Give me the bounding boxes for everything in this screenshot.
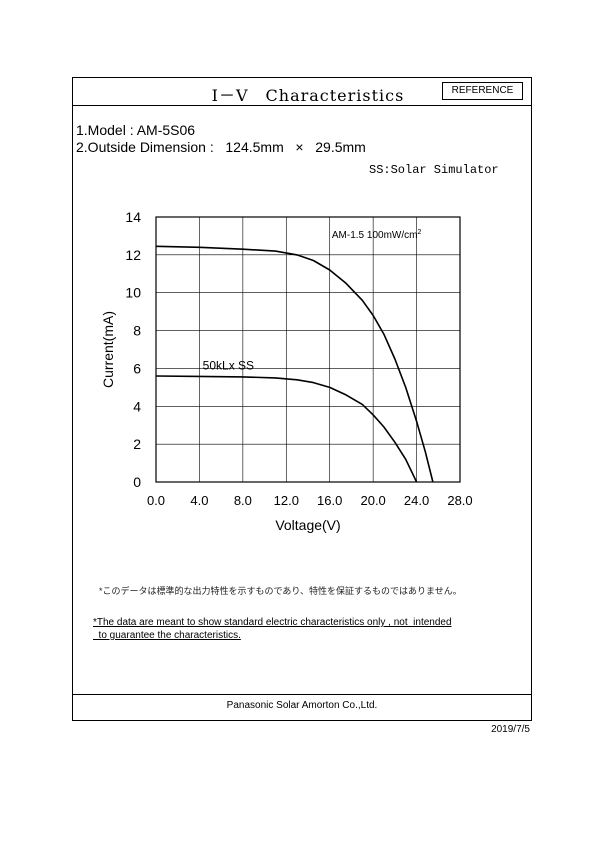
company-footer: Panasonic Solar Amorton Co.,Ltd. xyxy=(226,700,378,711)
solar-simulator-note: SS:Solar Simulator xyxy=(369,163,499,177)
y-tick-label: 4 xyxy=(133,398,141,414)
y-tick-label: 12 xyxy=(125,247,141,263)
iv-chart: 0.0 4.0 8.0 12.0 16.0 20.0 24.0 28.0 0 2 4 6 8 10 12 14… xyxy=(101,209,473,533)
x-tick-label: 24.0 xyxy=(404,493,429,508)
x-tick-label: 4.0 xyxy=(190,493,208,508)
english-disclaimer: *The data are meant to show standard ele… xyxy=(93,616,452,642)
chart-grid xyxy=(156,217,460,482)
series-layer xyxy=(155,245,434,483)
y-tick-label: 10 xyxy=(125,285,141,301)
dimension-spec: 2.Outside Dimension : 124.5mm × 29.5mm xyxy=(76,139,366,155)
series-line-50klx xyxy=(155,375,418,483)
y-tick-label: 6 xyxy=(133,360,141,376)
series-line-am15 xyxy=(155,245,434,483)
x-tick-label: 20.0 xyxy=(360,493,385,508)
y-tick-label: 0 xyxy=(133,474,141,490)
x-tick-label: 8.0 xyxy=(234,493,252,508)
x-tick-label: 0.0 xyxy=(147,493,165,508)
plot-frame xyxy=(155,216,461,483)
english-disclaimer-line2: to guarantee the characteristics. xyxy=(93,630,241,641)
japanese-disclaimer: *このデータは標準的な出力特性を示すものであり、特性を保証するものではありません… xyxy=(99,586,462,596)
x-axis-label: Voltage(V) xyxy=(275,517,340,533)
tick-labels: 0.0 4.0 8.0 12.0 16.0 20.0 24.0 28.0 0 2 4 6 8 10 12 14 xyxy=(125,209,472,508)
document-date: 2019/7/5 xyxy=(491,724,530,735)
series-label-50klx: 50kLx SS xyxy=(203,358,254,372)
header-divider xyxy=(73,105,531,106)
y-tick-label: 8 xyxy=(133,323,141,339)
reference-badge: REFERENCE xyxy=(442,82,523,100)
x-tick-label: 12.0 xyxy=(274,493,299,508)
series-label-am15: AM-1.5 100mW/cm2 xyxy=(332,229,422,241)
english-disclaimer-line1: *The data are meant to show standard ele… xyxy=(93,617,452,628)
document-frame: Ⅰ－Ⅴ Characteristics REFERENCE 1.Model : … xyxy=(72,77,532,721)
y-tick-label: 14 xyxy=(125,209,141,225)
page-title: Ⅰ－Ⅴ Characteristics xyxy=(211,86,405,105)
model-spec: 1.Model : AM-5S06 xyxy=(76,122,196,138)
y-tick-label: 2 xyxy=(133,436,141,452)
x-tick-label: 28.0 xyxy=(447,493,472,508)
y-axis-label: Current(mA) xyxy=(101,311,116,388)
x-tick-label: 16.0 xyxy=(317,493,342,508)
footer-divider xyxy=(73,694,531,695)
